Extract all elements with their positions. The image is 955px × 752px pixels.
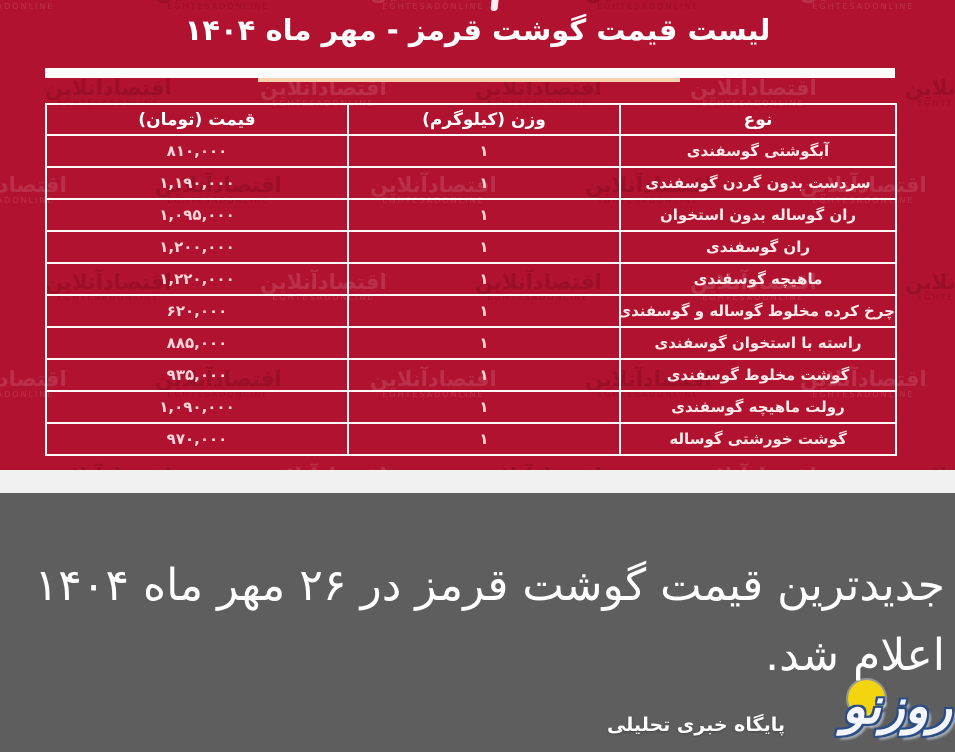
table-row: ماهیچه گوسفندی ۱ ۱,۲۲۰,۰۰۰ <box>45 262 897 296</box>
roozno-logo-tagline: پایگاه خبری تحلیلی <box>606 714 785 736</box>
cropped-text-mark <box>490 0 499 11</box>
cell-type: چرخ کرده مخلوط گوساله و گوسفندی <box>619 294 897 328</box>
column-header-weight: وزن (کیلوگرم) <box>347 103 621 136</box>
cell-price: ۸۱۰,۰۰۰ <box>45 134 349 168</box>
table-row: ران گوساله بدون استخوان ۱ ۱,۰۹۵,۰۰۰ <box>45 198 897 232</box>
table-row: سردست بدون گردن گوسفندی ۱ ۱,۱۹۰,۰۰۰ <box>45 166 897 200</box>
caption-section: جدیدترین قیمت گوشت قرمز در ۲۶ مهر ماه ۱۴… <box>0 493 955 752</box>
caption-text: جدیدترین قیمت گوشت قرمز در ۲۶ مهر ماه ۱۴… <box>0 551 955 691</box>
cell-type: گوشت خورشتی گوساله <box>619 422 897 456</box>
table-header-row: نوع وزن (کیلوگرم) قیمت (تومان) <box>45 103 897 136</box>
cell-weight: ۱ <box>347 230 621 264</box>
cell-weight: ۱ <box>347 134 621 168</box>
cell-price: ۱,۰۹۵,۰۰۰ <box>45 198 349 232</box>
cell-weight: ۱ <box>347 198 621 232</box>
cell-price: ۶۲۰,۰۰۰ <box>45 294 349 328</box>
cell-price: ۱,۲۰۰,۰۰۰ <box>45 230 349 264</box>
cell-type: گوشت مخلوط گوسفندی <box>619 358 897 392</box>
table-row: راسته با استخوان گوسفندی ۱ ۸۸۵,۰۰۰ <box>45 326 897 360</box>
roozno-logo-wordmark: روزنو <box>842 678 952 735</box>
cell-weight: ۱ <box>347 326 621 360</box>
cell-price: ۱,۰۹۰,۰۰۰ <box>45 390 349 424</box>
cell-price: ۱,۱۹۰,۰۰۰ <box>45 166 349 200</box>
column-header-type: نوع <box>619 103 897 136</box>
table-row: ران گوسفندی ۱ ۱,۲۰۰,۰۰۰ <box>45 230 897 264</box>
table-row: آبگوشتی گوسفندی ۱ ۸۱۰,۰۰۰ <box>45 134 897 168</box>
cell-price: ۱,۲۲۰,۰۰۰ <box>45 262 349 296</box>
cell-type: رولت ماهیچه گوسفندی <box>619 390 897 424</box>
title-divider-bar <box>45 68 895 78</box>
cell-type: ران گوساله بدون استخوان <box>619 198 897 232</box>
column-header-price: قیمت (تومان) <box>45 103 349 136</box>
cell-type: آبگوشتی گوسفندی <box>619 134 897 168</box>
cell-price: ۹۳۵,۰۰۰ <box>45 358 349 392</box>
title-divider-accent <box>258 78 680 82</box>
cell-type: راسته با استخوان گوسفندی <box>619 326 897 360</box>
cell-type: سردست بدون گردن گوسفندی <box>619 166 897 200</box>
separator-strip <box>0 470 955 493</box>
cell-type: ران گوسفندی <box>619 230 897 264</box>
cell-weight: ۱ <box>347 294 621 328</box>
price-table: نوع وزن (کیلوگرم) قیمت (تومان) آبگوشتی گ… <box>45 103 897 456</box>
cell-price: ۹۷۰,۰۰۰ <box>45 422 349 456</box>
table-row: رولت ماهیچه گوسفندی ۱ ۱,۰۹۰,۰۰۰ <box>45 390 897 424</box>
graphic-title: لیست قیمت گوشت قرمز - مهر ماه ۱۴۰۴ <box>184 13 771 47</box>
roozno-logo-yellow-circle <box>848 680 885 717</box>
cell-weight: ۱ <box>347 422 621 456</box>
cell-weight: ۱ <box>347 262 621 296</box>
table-row: گوشت مخلوط گوسفندی ۱ ۹۳۵,۰۰۰ <box>45 358 897 392</box>
table-row: گوشت خورشتی گوساله ۱ ۹۷۰,۰۰۰ <box>45 422 897 456</box>
cell-weight: ۱ <box>347 166 621 200</box>
table-row: چرخ کرده مخلوط گوساله و گوسفندی ۱ ۶۲۰,۰۰۰ <box>45 294 897 328</box>
cell-type: ماهیچه گوسفندی <box>619 262 897 296</box>
cell-weight: ۱ <box>347 390 621 424</box>
cell-price: ۸۸۵,۰۰۰ <box>45 326 349 360</box>
caption-line-2: اعلام شد. <box>765 630 945 681</box>
cell-weight: ۱ <box>347 358 621 392</box>
caption-line-1: جدیدترین قیمت گوشت قرمز در ۲۶ مهر ماه ۱۴… <box>34 560 945 611</box>
price-table-body: آبگوشتی گوسفندی ۱ ۸۱۰,۰۰۰ سردست بدون گردن گ… <box>45 134 897 456</box>
